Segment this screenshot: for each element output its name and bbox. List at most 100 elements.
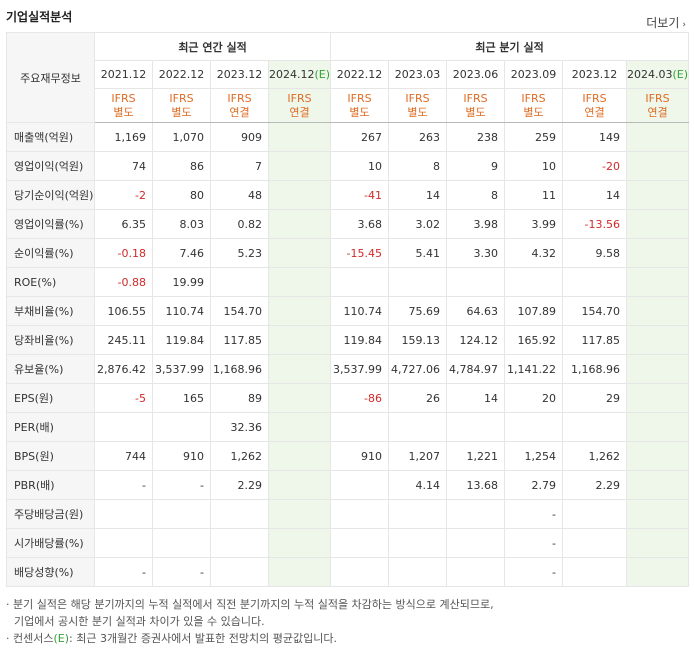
table-cell — [267, 557, 332, 587]
table-cell: 29 — [562, 383, 628, 413]
annual-group-header: 최근 연간 실적 — [93, 32, 332, 61]
table-cell: 10 — [504, 151, 564, 181]
table-cell — [626, 238, 690, 268]
table-cell — [267, 180, 332, 210]
accounting-basis: IFRS 별도 — [504, 88, 564, 123]
table-cell: 3.98 — [446, 209, 506, 239]
period-header: 2023.09 — [504, 60, 564, 89]
table-cell: 14 — [388, 180, 448, 210]
table-row: ROE(%) -0.88 19.99 — [6, 267, 690, 297]
table-cell: - — [94, 470, 153, 500]
table-cell: -0.18 — [94, 238, 153, 268]
table-cell: 124.12 — [446, 325, 506, 355]
table-cell — [504, 267, 564, 297]
table-cell: 267 — [330, 122, 390, 152]
table-cell: 238 — [446, 122, 506, 152]
table-cell — [626, 499, 690, 529]
accounting-basis: IFRS 별도 — [330, 88, 390, 123]
table-row: 부채비율(%) 106.55 110.74 154.70 110.74 75.69 64.6… — [6, 296, 690, 326]
table-row: 영업이익(억원) 74 86 7 10 8 9 10 -20 — [6, 151, 690, 181]
table-row: 영업이익률(%) 6.35 8.03 0.82 3.68 3.02 3.98 3.99 -13.… — [6, 209, 690, 239]
table-cell: 74 — [94, 151, 153, 181]
table-cell — [152, 528, 211, 558]
more-link[interactable]: 더보기 › — [646, 14, 686, 31]
period-header: 2022.12 — [152, 60, 211, 89]
table-cell — [562, 528, 628, 558]
row-label: 영업이익률(%) — [6, 209, 95, 239]
table-cell: 8 — [388, 151, 448, 181]
table-cell: 106.55 — [94, 296, 153, 326]
table-cell — [152, 412, 211, 442]
table-row: 유보율(%) 2,876.42 3,537.99 1,168.96 3,537.99 4,… — [6, 354, 690, 384]
table-cell — [446, 499, 506, 529]
table-cell: 3.68 — [330, 209, 390, 239]
table-cell: 1,070 — [152, 122, 211, 152]
table-row: 시가배당률(%) - — [6, 528, 690, 558]
table-cell — [388, 557, 448, 587]
table-cell: 19.99 — [152, 267, 211, 297]
table-cell — [267, 267, 332, 297]
table-cell: 0.82 — [210, 209, 269, 239]
table-cell: 107.89 — [504, 296, 564, 326]
table-cell: 149 — [562, 122, 628, 152]
table-cell: 9 — [446, 151, 506, 181]
table-cell: 20 — [504, 383, 564, 413]
table-cell: 8 — [446, 180, 506, 210]
table-cell: 910 — [152, 441, 211, 471]
label-header: 주요재무정보 — [6, 32, 95, 123]
table-cell — [626, 441, 690, 471]
table-cell — [446, 557, 506, 587]
table-cell: 64.63 — [446, 296, 506, 326]
table-cell: 1,141.22 — [504, 354, 564, 384]
accounting-basis: IFRS 연결 — [267, 88, 332, 123]
row-label: PER(배) — [6, 412, 95, 442]
table-cell: 154.70 — [562, 296, 628, 326]
period-header: 2024.12(E) — [267, 60, 332, 89]
table-cell: 154.70 — [210, 296, 269, 326]
table-cell: 6.35 — [94, 209, 153, 239]
table-cell — [267, 325, 332, 355]
accounting-basis: IFRS 연결 — [562, 88, 628, 123]
table-cell: 159.13 — [388, 325, 448, 355]
table-cell: -41 — [330, 180, 390, 210]
table-cell — [267, 209, 332, 239]
table-cell: 86 — [152, 151, 211, 181]
row-label: PBR(배) — [6, 470, 95, 500]
table-cell — [330, 499, 390, 529]
row-label: 매출액(억원) — [6, 122, 95, 152]
table-cell — [267, 528, 332, 558]
table-cell — [626, 470, 690, 500]
table-cell — [330, 557, 390, 587]
table-cell: 2,876.42 — [94, 354, 153, 384]
table-cell — [626, 412, 690, 442]
row-label: 영업이익(억원) — [6, 151, 95, 181]
accounting-basis: IFRS 연결 — [210, 88, 269, 123]
row-label: 시가배당률(%) — [6, 528, 95, 558]
financial-summary-table: 주요재무정보 최근 연간 실적 최근 분기 실적 2021.12 2022.12 2023… — [6, 32, 690, 587]
table-cell: -20 — [562, 151, 628, 181]
row-label: 주당배당금(원) — [6, 499, 95, 529]
table-cell: 1,262 — [210, 441, 269, 471]
table-cell — [210, 499, 269, 529]
table-cell — [210, 528, 269, 558]
table-cell — [267, 383, 332, 413]
table-cell: 909 — [210, 122, 269, 152]
table-cell — [267, 296, 332, 326]
table-cell: - — [504, 557, 564, 587]
table-row: PBR(배) - -2.29 4.14 13.68 2.79 2.29 — [6, 470, 690, 500]
table-cell: 117.85 — [210, 325, 269, 355]
table-cell — [626, 557, 690, 587]
accounting-basis: IFRS 연결 — [626, 88, 690, 123]
period-header: 2023.12 — [210, 60, 269, 89]
table-cell — [267, 499, 332, 529]
table-cell — [267, 470, 332, 500]
table-cell — [626, 180, 690, 210]
table-cell — [626, 267, 690, 297]
row-label: 부채비율(%) — [6, 296, 95, 326]
table-cell: 1,168.96 — [210, 354, 269, 384]
table-cell — [152, 499, 211, 529]
table-cell: 2.79 — [504, 470, 564, 500]
more-label: 더보기 — [646, 16, 680, 30]
accounting-basis: IFRS 별도 — [94, 88, 153, 123]
table-cell: 7 — [210, 151, 269, 181]
